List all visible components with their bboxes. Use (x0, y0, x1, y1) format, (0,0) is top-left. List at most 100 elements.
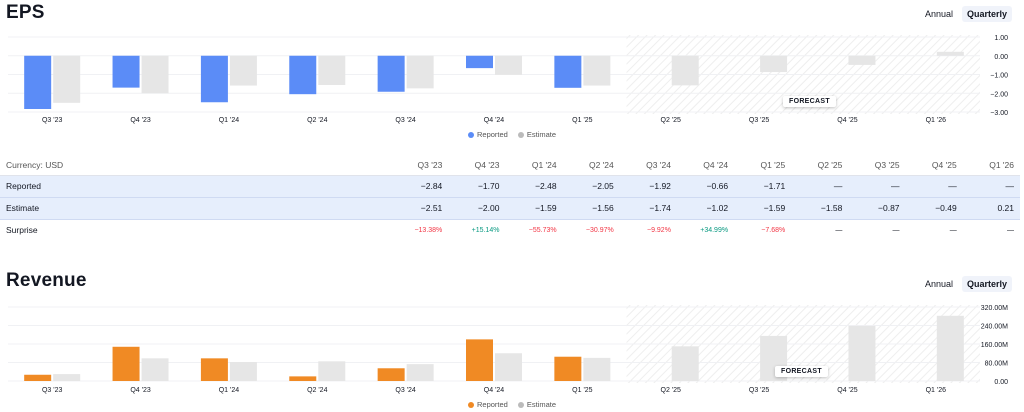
table-cell: — (892, 226, 900, 234)
table-cell: −2.05 (562, 175, 620, 198)
eps-annual-button[interactable]: Annual (924, 9, 953, 19)
eps-chart: 1.00 0.00 −1.00 −2.00 −3.00 Q3 '23 Q4 '23 Q1 '2… (8, 35, 1008, 124)
revenue-estimate-bar (495, 353, 522, 381)
revenue-x-tick-label: Q2 '25 (661, 387, 682, 394)
eps-y-tick-label: 1.00 (994, 35, 1008, 42)
eps-estimate-bar (141, 55, 169, 94)
revenue-y-tick-label: 80.00M (985, 361, 1009, 368)
eps-forecast-badge: FORECAST (783, 96, 836, 107)
eps-estimate-bar (318, 55, 346, 85)
period-header: Q1 '26 (962, 155, 1020, 176)
eps-x-tick-label: Q4 '25 (837, 117, 858, 124)
eps-reported-bar (554, 55, 582, 88)
revenue-reported-bar (377, 368, 405, 381)
period-header: Q4 '25 (905, 155, 963, 176)
revenue-quarterly-button[interactable]: Quarterly (961, 276, 1012, 292)
table-cell: −1.71 (734, 175, 792, 198)
eps-estimate-bar (229, 55, 257, 86)
reported-dot-icon (468, 402, 474, 409)
revenue-estimate-bar (671, 346, 699, 381)
revenue-reported-bar (466, 339, 493, 381)
table-cell: −2.00 (448, 197, 506, 220)
revenue-x-tick-label: Q3 '25 (749, 387, 770, 394)
revenue-estimate-bar (53, 374, 81, 381)
period-header: Q4 '23 (448, 155, 506, 176)
eps-quarterly-button[interactable]: Quarterly (961, 6, 1012, 22)
revenue-annual-button[interactable]: Annual (924, 279, 953, 289)
revenue-x-tick-label: Q2 '24 (307, 387, 328, 394)
revenue-x-tick-label: Q1 '24 (219, 387, 240, 394)
period-header: Q3 '23 (391, 155, 449, 176)
row-label: Surprise (6, 225, 38, 236)
eps-x-tick-label: Q2 '25 (661, 117, 682, 124)
eps-table-header: Currency: USD Q3 '23 Q4 '23 Q1 '24 Q2 '2… (0, 155, 1020, 176)
revenue-forecast-badge: FORECAST (775, 366, 828, 377)
table-cell: +15.14% (471, 226, 500, 234)
revenue-y-tick-label: 160.00M (981, 342, 1008, 349)
period-header: Q4 '24 (676, 155, 735, 176)
eps-x-tick-label: Q3 '23 (42, 117, 63, 124)
eps-x-tick-label: Q1 '24 (219, 117, 240, 124)
table-cell: — (848, 175, 906, 198)
eps-x-tick-label: Q2 '24 (307, 117, 328, 124)
eps-x-tick-label: Q1 '25 (572, 117, 593, 124)
eps-x-tick-label: Q3 '25 (749, 117, 770, 124)
table-cell: −0.49 (905, 197, 963, 220)
currency-label: Currency: USD (0, 155, 392, 176)
revenue-estimate-bar (318, 361, 346, 381)
revenue-estimate-bar (936, 315, 964, 381)
table-cell: −0.87 (848, 197, 906, 220)
table-cell: −13.38% (414, 226, 443, 234)
eps-legend: Reported Estimate (468, 130, 556, 139)
row-label: Estimate (0, 197, 392, 220)
table-cell: — (791, 175, 849, 198)
revenue-legend-reported-label: Reported (477, 400, 508, 409)
eps-y-tick-label: −1.00 (990, 73, 1008, 80)
revenue-x-tick-label: Q4 '24 (484, 387, 505, 394)
estimate-dot-icon (517, 402, 524, 409)
table-cell: — (949, 226, 957, 234)
period-header: Q3 '24 (619, 155, 677, 176)
revenue-estimate-bar (583, 357, 611, 381)
eps-x-tick-label: Q4 '24 (484, 117, 505, 124)
eps-reported-bar (377, 55, 405, 92)
revenue-reported-bar (24, 374, 52, 381)
table-cell: −1.59 (505, 197, 563, 220)
table-cell: −1.70 (448, 175, 506, 198)
eps-y-tick-label: 0.00 (994, 54, 1008, 61)
revenue-x-tick-label: Q4 '23 (130, 387, 151, 394)
eps-reported-bar (289, 55, 317, 95)
revenue-estimate-bar (848, 325, 876, 381)
eps-x-tick-label: Q1 '26 (926, 117, 947, 124)
table-cell: +34.99% (700, 226, 729, 234)
revenue-chart: 320.00M 240.00M 160.00M 80.00M 0.00 Q3 '23 Q4 … (8, 305, 1009, 394)
revenue-legend-estimate[interactable]: Estimate (517, 400, 556, 409)
revenue-title: Revenue (6, 270, 87, 291)
eps-title: EPS (6, 2, 45, 23)
eps-estimate-bar (495, 55, 522, 75)
period-header: Q1 '24 (505, 155, 563, 176)
revenue-x-tick-label: Q3 '24 (395, 387, 416, 394)
revenue-y-tick-label: 320.00M (981, 305, 1008, 312)
revenue-legend-reported[interactable]: Reported (468, 400, 508, 409)
eps-estimate-bar (406, 55, 434, 89)
eps-y-tick-label: −2.00 (990, 91, 1008, 98)
period-header: Q2 '25 (791, 155, 849, 176)
table-cell: −2.48 (505, 175, 563, 198)
revenue-period-toggle: Annual Quarterly (920, 276, 1012, 292)
table-row-reported: Reported −2.84 −1.70 −2.48 −2.05 −1.92 −… (0, 175, 1020, 198)
eps-legend-estimate[interactable]: Estimate (517, 130, 556, 139)
eps-estimate-bar (936, 51, 964, 56)
eps-estimate-bar (583, 55, 611, 86)
period-header: Q3 '25 (848, 155, 906, 176)
revenue-estimate-bar (229, 362, 257, 381)
revenue-estimate-bar (406, 364, 434, 381)
table-row-estimate: Estimate −2.51 −2.00 −1.59 −1.56 −1.74 −… (0, 197, 1020, 220)
table-cell: −1.59 (734, 197, 792, 220)
revenue-y-tick-label: 240.00M (981, 324, 1008, 331)
revenue-estimate-bar (141, 358, 169, 381)
eps-estimate-bar (760, 55, 788, 73)
eps-y-tick-label: −3.00 (990, 110, 1008, 117)
eps-legend-reported[interactable]: Reported (468, 130, 508, 139)
reported-dot-icon (468, 132, 474, 139)
